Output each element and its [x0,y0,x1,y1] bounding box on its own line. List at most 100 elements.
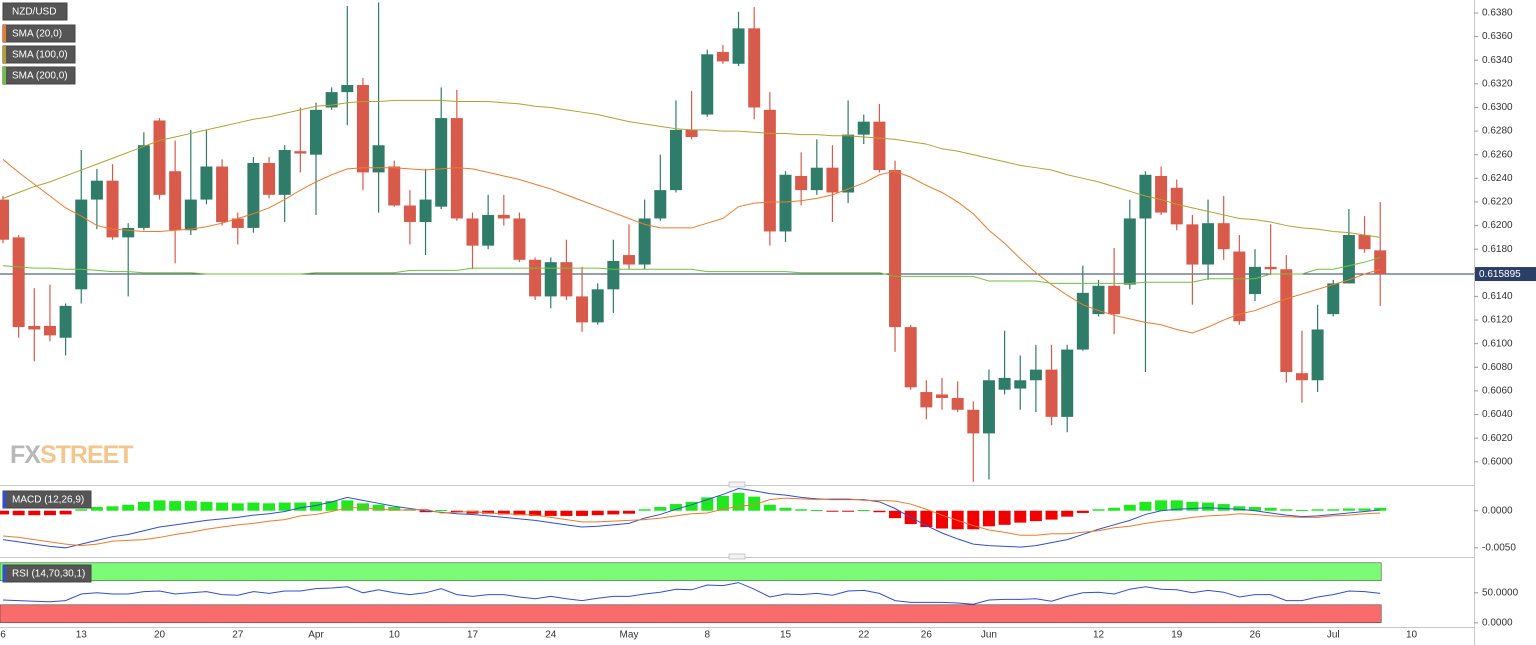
macd-histogram-bar [372,504,385,511]
macd-histogram-bar [1076,510,1089,513]
candle-body [857,121,870,135]
x-tick-label: 13 [76,630,88,641]
y-tick-label: 0.6240 [1482,173,1513,184]
macd-histogram-bar [1311,509,1324,511]
candle-body [685,129,698,137]
macd-histogram-bar [1186,501,1199,511]
macd-histogram-bar [356,503,369,511]
y-tick-label: 0.6080 [1482,362,1513,373]
y-tick-label: 0.6320 [1482,78,1513,89]
candle-body [325,92,338,108]
macd-histogram-bar [1264,507,1277,511]
macd-histogram-bar [779,507,792,511]
candle-body [28,325,41,330]
candle-body [1280,269,1293,372]
x-tick-label: 17 [467,630,479,641]
macd-histogram-bar [638,509,651,511]
macd-histogram-bar [28,510,41,516]
macd-histogram-bar [1295,509,1308,511]
y-tick-label: 0.6020 [1482,433,1513,444]
candle-body [184,199,197,231]
candle-body [43,325,56,336]
candle-body [419,199,432,223]
x-tick-label: 27 [232,630,244,641]
macd-histogram-bar [388,507,401,511]
candle-body [0,199,9,240]
macd-histogram-bar [920,510,933,528]
last-price-label: 0.615895 [1479,269,1521,280]
macd-histogram-bar [341,500,354,511]
rsi-legend-swatch [3,565,6,582]
candle-body [826,167,839,193]
y-tick-label: 0.6380 [1482,8,1513,19]
macd-histogram-bar [654,507,667,511]
candle-body [341,85,354,93]
macd-histogram-bar [669,504,682,511]
candle-body [1374,250,1387,275]
candle-body [576,296,589,323]
candle-body [1170,187,1183,225]
candle-body [1092,285,1105,315]
candle-body [1295,373,1308,381]
candle-body [1358,235,1371,250]
macd-histogram-bar [310,501,322,511]
macd-histogram-bar [90,507,103,511]
y-tick-label: 0.6340 [1482,55,1513,66]
candle-body [654,190,667,219]
macd-histogram-bar [889,510,902,519]
candle-body [310,109,322,155]
macd-histogram-bar [748,496,761,511]
candle-body [998,377,1011,390]
x-tick-label: May [620,630,639,641]
candle-body [137,145,150,228]
candle-body [278,149,291,195]
y-tick-label: 0.6280 [1482,126,1513,137]
macd-histogram-bar [826,510,839,512]
candle-body [59,305,72,338]
macd-histogram-bar [122,504,135,511]
candle-body [1217,223,1230,250]
y-tick-label: 0.0000 [1482,505,1513,516]
y-tick-label: 0.6060 [1482,386,1513,397]
macd-histogram-bar [12,510,25,516]
candle-body [153,120,166,195]
candle-body [810,167,823,191]
macd-histogram-bar [466,510,479,514]
macd-histogram-bar [763,504,776,511]
x-tick-label: 22 [858,630,870,641]
x-tick-label: 26 [921,630,933,641]
pane-resize-handle[interactable] [728,481,746,488]
x-tick-label: 15 [780,630,792,641]
candle-body [623,255,635,265]
macd-legend-swatch [3,491,6,508]
legend-entry-swatch [3,46,6,63]
candle-body [607,260,620,290]
sma-line [2,256,1381,284]
candle-body [716,51,729,62]
macd-histogram-bar [1217,504,1230,511]
x-tick-label: 24 [545,630,557,641]
pane-resize-handle[interactable] [728,553,746,560]
macd-histogram-bar [1358,508,1371,511]
y-tick-label: 0.6140 [1482,291,1513,302]
macd-histogram-bar [1170,500,1183,511]
macd-histogram-bar [623,510,635,514]
legend-entry-swatch [3,25,6,42]
legend-entry-swatch [3,67,6,84]
candle-body [466,218,479,246]
macd-histogram-bar [591,510,604,516]
candle-body [263,162,276,195]
macd-histogram-bar [137,501,150,511]
candle-body [216,166,229,223]
candle-body [1029,369,1042,381]
macd-histogram-bar [1202,502,1215,511]
macd-histogram-bar [0,510,9,515]
candle-body [560,262,573,297]
rsi-line [2,582,1381,605]
candle-body [1186,224,1199,265]
macd-histogram-bar [560,510,573,516]
macd-histogram-bar [732,492,745,511]
macd-histogram-bar [1108,507,1121,511]
macd-histogram-bar [59,510,72,515]
candle-body [75,199,88,290]
